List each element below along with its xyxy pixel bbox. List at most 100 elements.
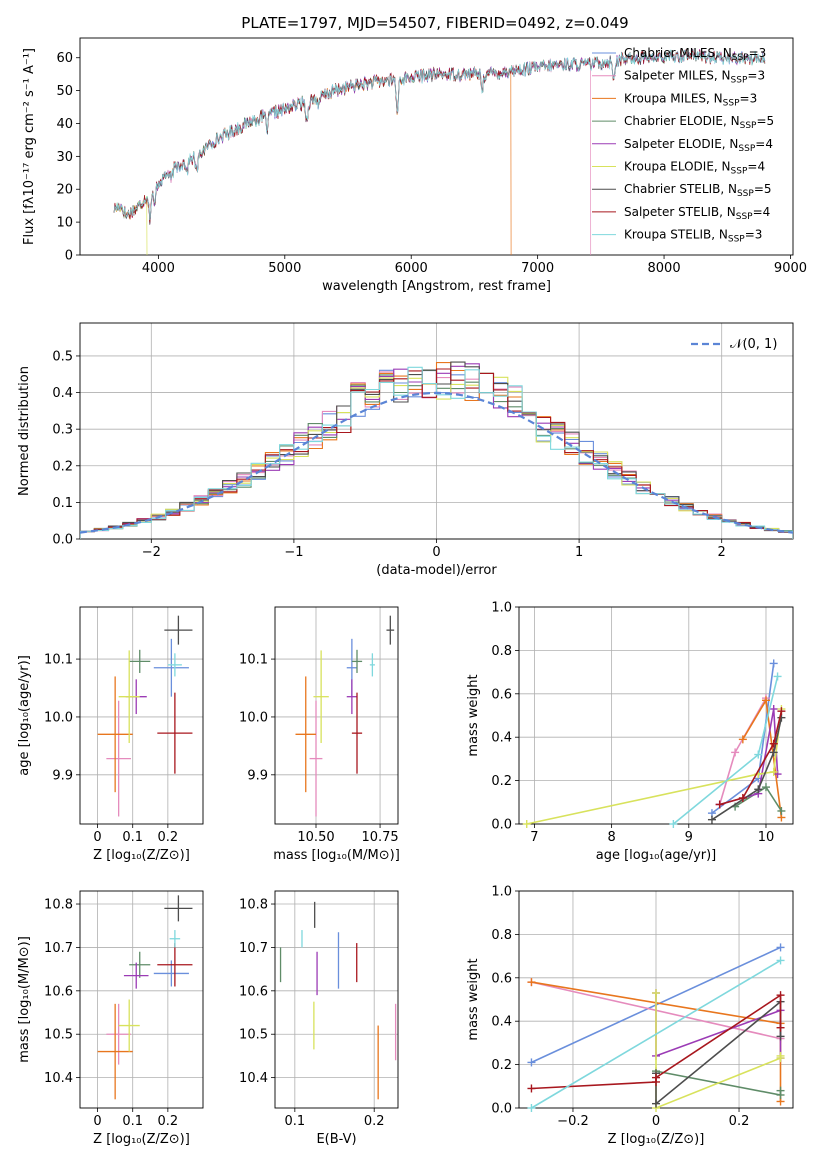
x-tick-label: 9000	[774, 261, 807, 276]
weight-line	[719, 711, 783, 806]
x-tick-label: 0	[652, 1114, 660, 1129]
errorbars	[97, 615, 193, 817]
x-tick-label: 10.75	[361, 830, 398, 845]
errorbar-point	[167, 653, 182, 677]
spectrum-line	[113, 49, 766, 221]
y-tick-label: 0.6	[491, 687, 512, 702]
figure-title: PLATE=1797, MJD=54507, FIBERID=0492, z=0…	[241, 14, 628, 32]
age-vs-mass-panel: 10.50 10.75 9.9 10.0 10.1 mass [log₁₀(M/M⊙)]	[239, 606, 400, 863]
x-axis-label: Z [log₁₀(Z/Z⊙)]	[93, 1132, 190, 1147]
errorbar-point	[351, 649, 363, 673]
mass-vs-metallicity-panel: 0 0.1 0.2 10.4 10.5 10.6 10.7 10.8 Z [log₁₀(Z/Z⊙…	[17, 890, 204, 1147]
spectrum-lines	[113, 48, 766, 256]
legend-entry: Kroupa ELODIE, NSSP=4	[624, 160, 765, 177]
legend-entry: Kroupa MILES, NSSP=3	[624, 91, 757, 108]
y-tick-label: 10.4	[44, 1071, 73, 1086]
errorbar-point	[386, 615, 395, 645]
x-axis-label: mass [log₁₀(M/M⊙)]	[273, 848, 400, 863]
histogram-series	[80, 366, 793, 539]
errorbar-point	[157, 943, 193, 987]
legend-entry: Chabrier MILES, NSSP=3	[624, 46, 766, 63]
y-tick-label: 10.5	[239, 1028, 268, 1043]
weight-marker	[527, 1104, 536, 1112]
y-tick-label: 0.8	[491, 928, 512, 943]
y-tick-label: 0.3	[52, 423, 73, 438]
ticks: 0.1 0.2 10.4 10.5 10.6 10.7 10.8	[239, 898, 384, 1129]
weight-line	[655, 993, 782, 1059]
y-tick-label: 10.1	[44, 653, 73, 668]
histograms	[80, 361, 793, 539]
weight-marker	[761, 783, 770, 792]
grid	[275, 891, 398, 1108]
x-tick-label: 2	[718, 545, 726, 560]
errorbars	[295, 615, 395, 817]
weight-marker	[777, 806, 786, 815]
weight-marker	[652, 1073, 660, 1082]
ticks: −2 −1 0 1 2 0.0 0.1 0.2 0.3 0.4 0.5	[52, 349, 726, 560]
y-axis-label: Normed distribution	[17, 366, 32, 496]
errorbar-point	[129, 951, 151, 978]
x-tick-label: 9	[685, 830, 693, 845]
weight-marker	[769, 659, 778, 668]
errorbar-point	[169, 930, 181, 948]
x-axis-label: E(B-V)	[316, 1132, 356, 1147]
weight-marker	[669, 820, 678, 828]
errorbar-point	[369, 653, 375, 677]
y-tick-label: 1.0	[491, 601, 512, 616]
errorbar-point	[309, 700, 323, 817]
weight-marker	[769, 704, 778, 713]
x-tick-label: −2	[142, 545, 161, 560]
grid	[80, 891, 203, 1108]
errorbar-point	[118, 650, 140, 743]
weight-line	[531, 959, 781, 1109]
y-tick-label: 9.9	[247, 768, 268, 783]
y-tick-label: 0.4	[491, 731, 512, 746]
weight-line	[711, 717, 783, 821]
errorbar-point	[106, 700, 131, 817]
y-tick-label: 60	[56, 51, 73, 66]
x-tick-label: 0.1	[122, 830, 143, 845]
errorbar-point	[97, 676, 133, 793]
weight-marker	[776, 1032, 785, 1041]
weight-marker	[776, 1051, 785, 1060]
y-tick-label: 0.2	[491, 1058, 512, 1073]
x-tick-label: 0	[93, 830, 101, 845]
y-tick-label: 30	[56, 150, 73, 165]
y-tick-label: 10.6	[239, 984, 268, 999]
ticks: 10.50 10.75 9.9 10.0 10.1	[239, 653, 399, 845]
weight-marker	[773, 672, 782, 681]
y-axis-label: mass weight	[466, 674, 481, 756]
errorbar-point	[164, 615, 193, 645]
legend-entry: Chabrier ELODIE, NSSP=5	[624, 114, 774, 131]
x-axis-label: age [log₁₀(age/yr)]	[596, 848, 717, 863]
weight-vs-metallicity-panel: −0.2 0 0.2 0.0 0.2 0.4 0.6 0.8 1.0 Z [log₁₀(Z/Z⊙)…	[466, 885, 794, 1147]
ticks: 0 0.1 0.2 10.4 10.5 10.6 10.7 10.8	[44, 898, 178, 1129]
y-tick-label: 10.1	[239, 653, 268, 668]
axes-frame	[79, 890, 204, 1109]
weight-marker	[776, 1086, 785, 1095]
errorbar-point	[164, 895, 193, 922]
x-tick-label: 0.1	[284, 1114, 305, 1129]
weight-marker	[754, 785, 763, 794]
y-axis-label: age [log₁₀(age/yr)]	[17, 655, 32, 776]
y-axis-label: mass [log₁₀(M/M⊙)]	[17, 936, 32, 1063]
errorbar-point	[97, 1003, 133, 1100]
weight-marker	[738, 735, 747, 744]
x-tick-label: 0.2	[158, 1114, 179, 1129]
y-tick-label: 10.0	[44, 710, 73, 725]
x-tick-label: 7000	[521, 261, 554, 276]
legend-entry: Chabrier STELIB, NSSP=5	[624, 182, 772, 199]
errorbar-point	[153, 638, 189, 697]
y-axis-label: mass weight	[466, 958, 481, 1040]
weight-marker	[754, 750, 763, 759]
x-axis-label: Z [log₁₀(Z/Z⊙)]	[93, 848, 190, 863]
x-tick-label: 0.1	[122, 1114, 143, 1129]
x-tick-label: 8000	[648, 261, 681, 276]
x-tick-label: 7	[530, 830, 538, 845]
y-tick-label: 9.9	[52, 768, 73, 783]
weight-marker	[738, 793, 747, 802]
weight-line	[526, 708, 783, 825]
weight-marker	[527, 1084, 536, 1093]
errorbar-point	[157, 692, 193, 774]
